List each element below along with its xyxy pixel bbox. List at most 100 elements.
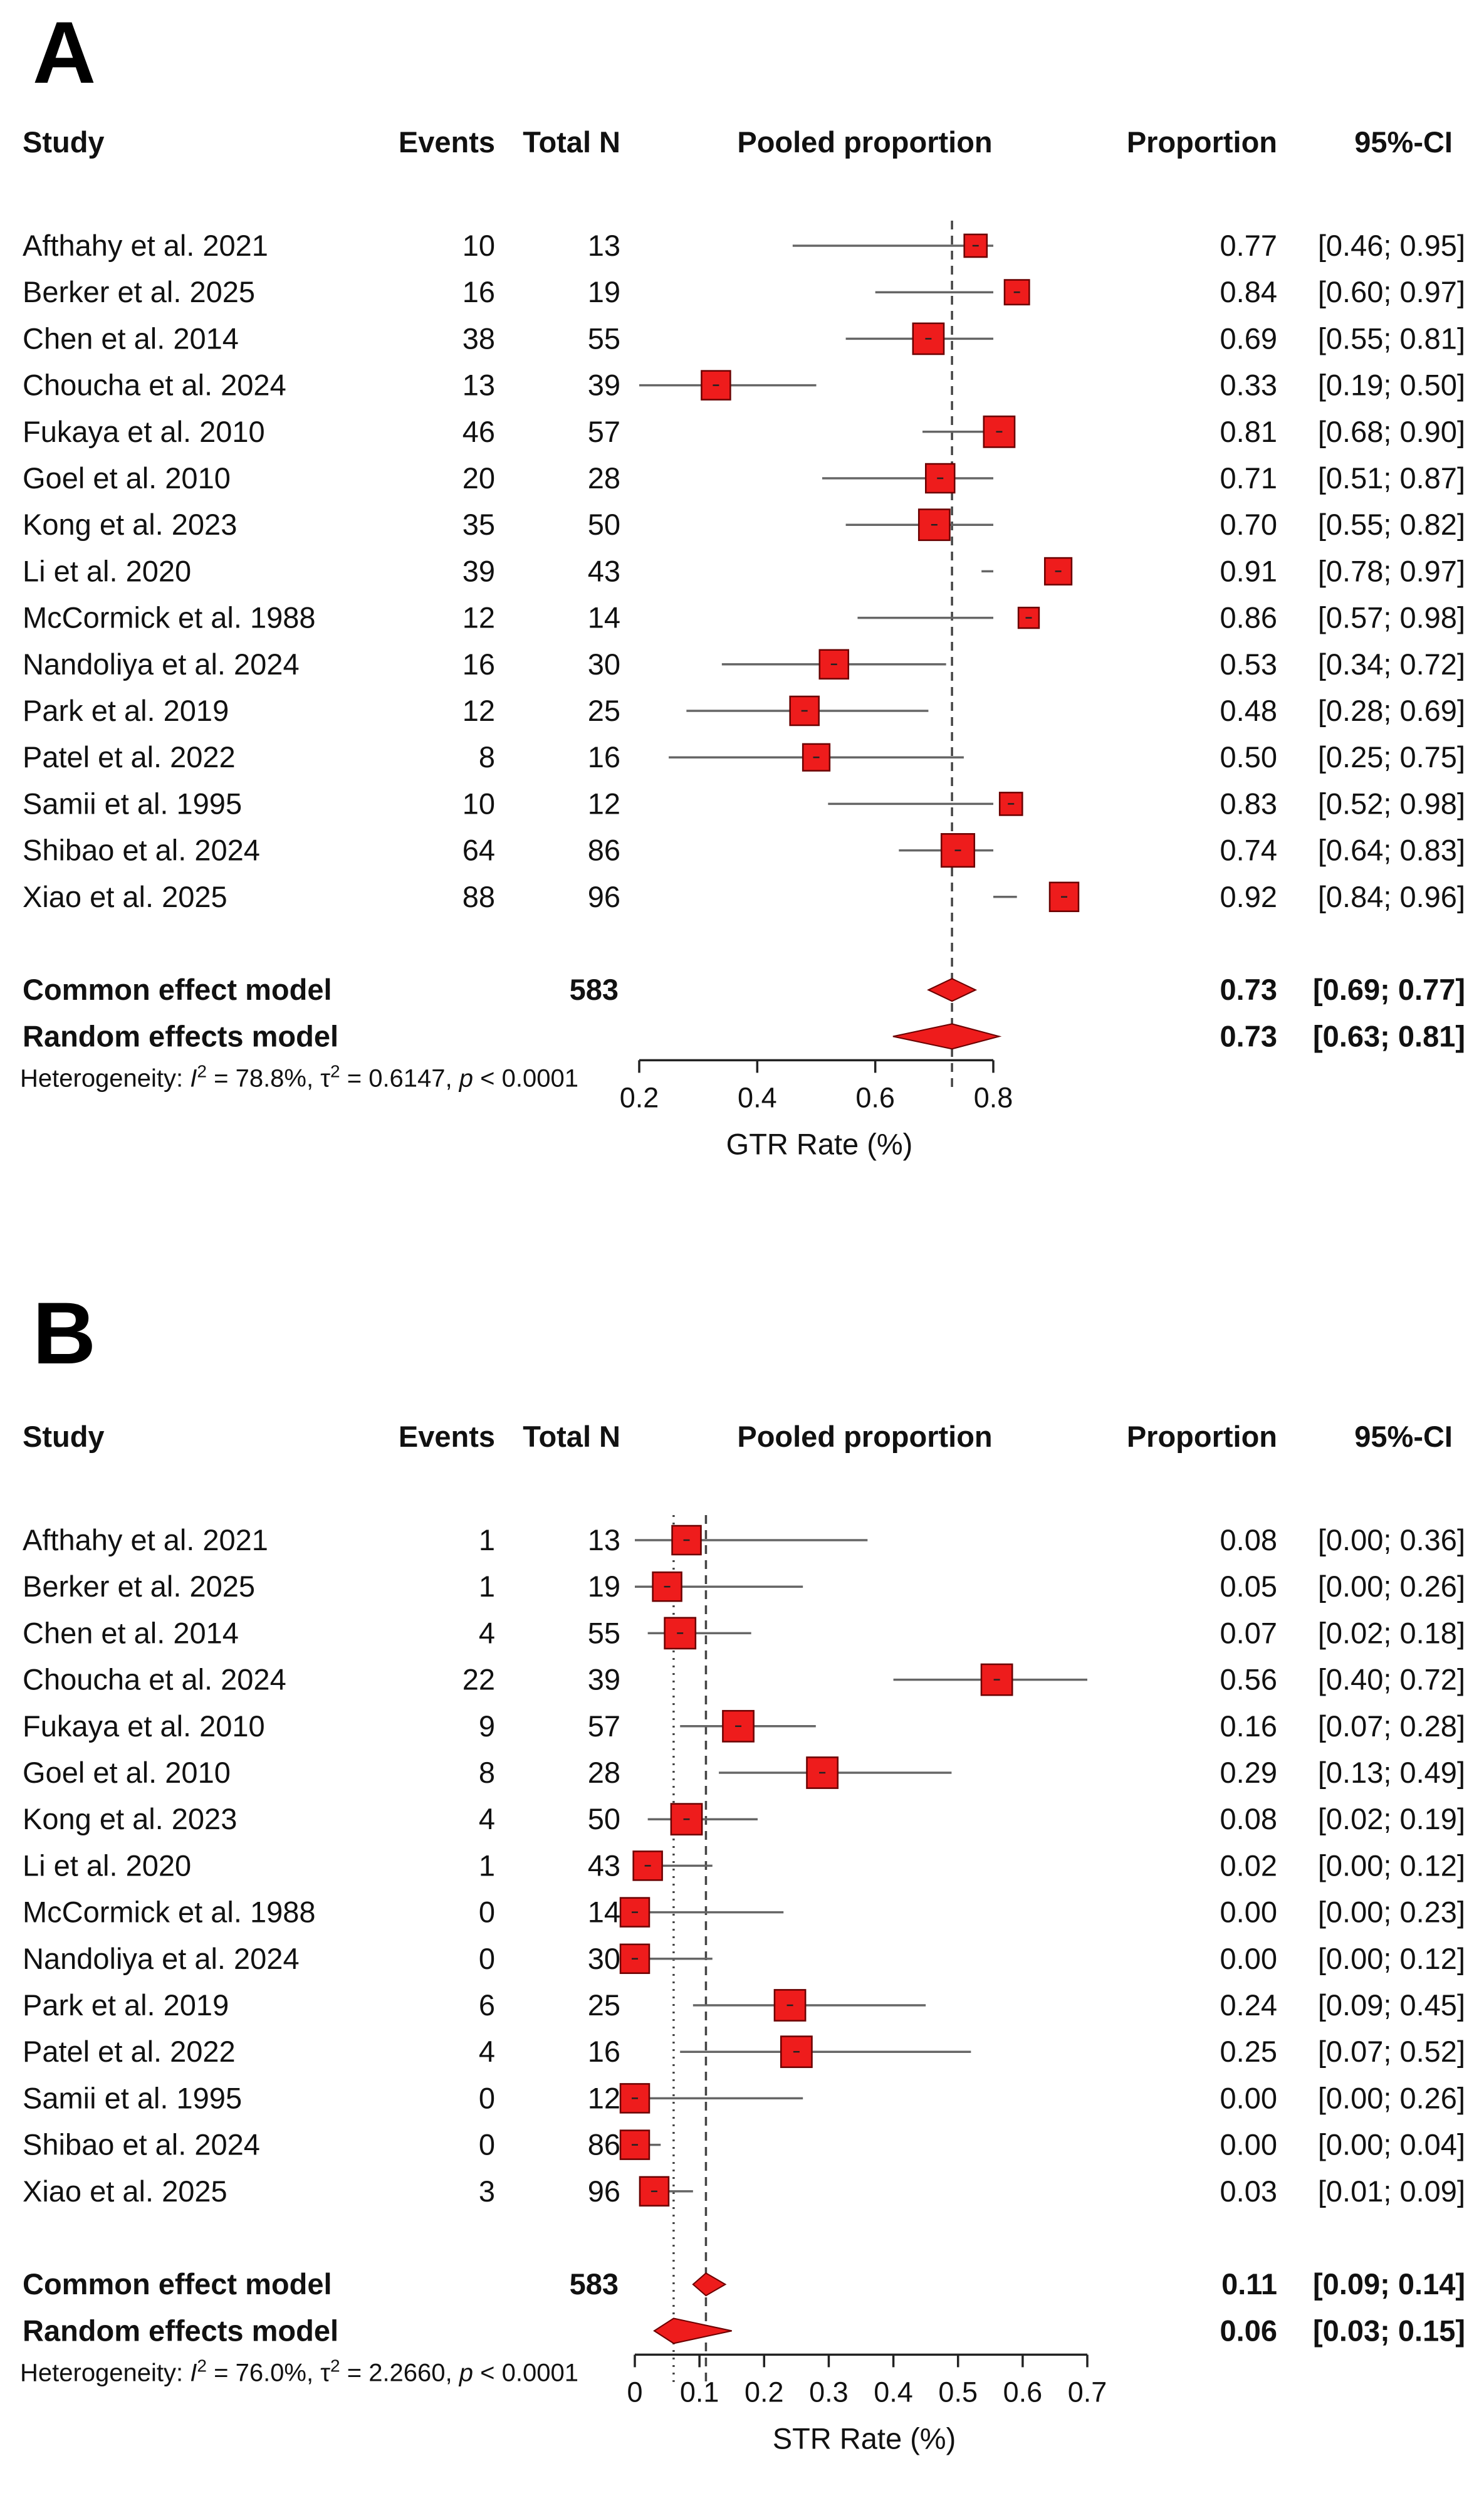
het-prefix: Heterogeneity:	[20, 2359, 190, 2386]
study-events: 0	[479, 1942, 495, 1975]
study-row: Goel et al. 2010 8 28 0.29 [0.13; 0.49]	[23, 1756, 1465, 1789]
study-total: 57	[588, 1709, 620, 1743]
study-events: 10	[462, 787, 495, 820]
random-effects-row: Random effects model 0.06 [0.03; 0.15]	[23, 2314, 1465, 2347]
study-ci: [0.09; 0.45]	[1318, 1988, 1465, 2022]
study-ci: [0.55; 0.81]	[1318, 322, 1465, 355]
study-row: Choucha et al. 2024 13 39 0.33 [0.19; 0.50]	[23, 369, 1465, 402]
study-name: Kong et al. 2023	[23, 508, 237, 541]
study-row: Chen et al. 2014 38 55 0.69 [0.55; 0.81]	[23, 322, 1465, 355]
study-name: Li et al. 2020	[23, 1849, 191, 1882]
random-effects-ci: [0.03; 0.15]	[1313, 2314, 1465, 2347]
x-axis-tick-label: 0.2	[620, 1081, 659, 1113]
study-ci: [0.02; 0.19]	[1318, 1802, 1465, 1835]
header-proportion: Proportion	[1127, 125, 1277, 159]
x-axis: 0 0.1 0.2 0.3 0.4 0.5 0.6 0.7 STR Rate (%)	[627, 2353, 1107, 2455]
study-name: Fukaya et al. 2010	[23, 415, 265, 448]
study-ci: [0.57; 0.98]	[1318, 601, 1465, 634]
header-pooled-proportion: Pooled proportion	[737, 125, 992, 159]
het-tau-sup: 2	[330, 1061, 340, 1081]
study-total: 86	[588, 2128, 620, 2161]
study-row: Park et al. 2019 12 25 0.48 [0.28; 0.69]	[23, 694, 1465, 727]
study-proportion: 0.86	[1220, 601, 1277, 634]
study-ci: [0.00; 0.12]	[1318, 1942, 1465, 1975]
panel-b: B Study Events Total N Pooled proportion Prop…	[20, 1284, 1465, 2455]
study-name: Berker et al. 2025	[23, 275, 255, 308]
header-study: Study	[23, 125, 105, 159]
study-row: Samii et al. 1995 10 12 0.83 [0.52; 0.98]	[23, 787, 1465, 820]
study-ci: [0.00; 0.12]	[1318, 1849, 1465, 1882]
study-row: Afthahy et al. 2021 1 13 0.08 [0.00; 0.36]	[23, 1523, 1465, 1556]
study-total: 28	[588, 461, 620, 495]
heterogeneity-text: Heterogeneity: I2 = 78.8%, τ2 = 0.6147, …	[20, 1061, 578, 1093]
study-events: 8	[479, 1756, 495, 1789]
header-ci: 95%-CI	[1354, 125, 1453, 159]
study-name: Goel et al. 2010	[23, 461, 231, 495]
study-proportion: 0.00	[1220, 2128, 1277, 2161]
common-effect-ci: [0.09; 0.14]	[1313, 2267, 1465, 2301]
study-ci: [0.00; 0.26]	[1318, 2081, 1465, 2114]
study-events: 13	[462, 369, 495, 402]
study-events: 3	[479, 2175, 495, 2208]
random-effects-proportion: 0.06	[1220, 2314, 1277, 2347]
study-ci: [0.51; 0.87]	[1318, 461, 1465, 495]
study-proportion: 0.08	[1220, 1523, 1277, 1556]
x-axis-tick-label: 0.3	[809, 2376, 849, 2408]
study-events: 1	[479, 1523, 495, 1556]
x-axis-title: STR Rate (%)	[773, 2422, 956, 2455]
study-total: 19	[588, 275, 620, 308]
study-name: McCormick et al. 1988	[23, 601, 316, 634]
study-row: Nandoliya et al. 2024 0 30 0.00 [0.00; 0.12]	[23, 1942, 1465, 1975]
study-events: 16	[462, 275, 495, 308]
study-total: 12	[588, 2081, 620, 2114]
header-events: Events	[399, 125, 495, 159]
study-name: McCormick et al. 1988	[23, 1896, 316, 1929]
study-ci: [0.02; 0.18]	[1318, 1616, 1465, 1649]
study-ci: [0.78; 0.97]	[1318, 554, 1465, 587]
random-effects-diamond	[653, 2317, 732, 2344]
study-ci: [0.01; 0.09]	[1318, 2175, 1465, 2208]
study-name: Samii et al. 1995	[23, 787, 242, 820]
study-ci: [0.00; 0.36]	[1318, 1523, 1465, 1556]
study-total: 12	[588, 787, 620, 820]
random-effects-label: Random effects model	[23, 1019, 338, 1052]
study-total: 16	[588, 740, 620, 774]
estimate-marker	[664, 1617, 697, 1650]
study-row: Kong et al. 2023 35 50 0.70 [0.55; 0.82]	[23, 508, 1465, 541]
study-total: 28	[588, 1756, 620, 1789]
header-events: Events	[399, 1420, 495, 1453]
study-name: Li et al. 2020	[23, 554, 191, 587]
header-pooled-proportion: Pooled proportion	[737, 1420, 992, 1453]
study-row: Afthahy et al. 2021 10 13 0.77 [0.46; 0.95]	[23, 229, 1465, 262]
x-axis: 0.2 0.4 0.6 0.8 GTR Rate (%)	[620, 1059, 1013, 1160]
study-total: 14	[588, 601, 620, 634]
study-name: Samii et al. 1995	[23, 2081, 242, 2114]
study-ci: [0.52; 0.98]	[1318, 787, 1465, 820]
study-name: Choucha et al. 2024	[23, 369, 286, 402]
study-events: 1	[479, 1849, 495, 1882]
study-events: 64	[462, 834, 495, 867]
random-effects-diamond	[892, 1023, 1002, 1050]
common-effect-label: Common effect model	[23, 2267, 332, 2301]
het-tau-label: τ	[320, 1064, 330, 1092]
study-ci: [0.60; 0.97]	[1318, 275, 1465, 308]
study-name: Fukaya et al. 2010	[23, 1709, 265, 1743]
study-proportion: 0.02	[1220, 1849, 1277, 1882]
study-proportion: 0.91	[1220, 554, 1277, 587]
study-row: Xiao et al. 2025 3 96 0.03 [0.01; 0.09]	[23, 2175, 1465, 2208]
study-events: 16	[462, 648, 495, 681]
study-proportion: 0.50	[1220, 740, 1277, 774]
study-name: Xiao et al. 2025	[23, 880, 227, 913]
study-row: Samii et al. 1995 0 12 0.00 [0.00; 0.26]	[23, 2081, 1465, 2114]
study-name: Chen et al. 2014	[23, 322, 239, 355]
study-events: 6	[479, 1988, 495, 2022]
study-total: 14	[588, 1896, 620, 1929]
x-axis-tick-label: 0.7	[1068, 2376, 1107, 2408]
study-name: Xiao et al. 2025	[23, 2175, 227, 2208]
study-ci: [0.40; 0.72]	[1318, 1663, 1465, 1696]
het-p-value: < 0.0001	[473, 1064, 578, 1092]
study-total: 96	[588, 880, 620, 913]
study-proportion: 0.71	[1220, 461, 1277, 495]
study-events: 0	[479, 2081, 495, 2114]
